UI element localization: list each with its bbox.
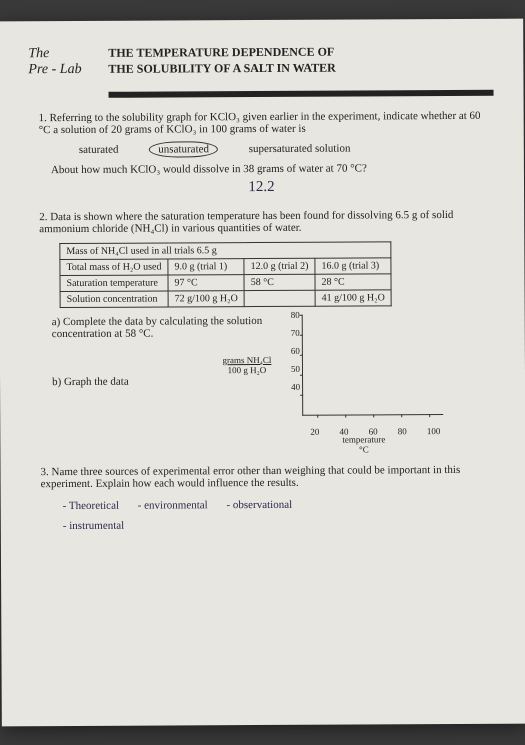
q1-text: Referring to the solubility graph for KC… bbox=[39, 110, 481, 136]
ytick-80: 80 bbox=[284, 310, 300, 328]
q3-text: Name three sources of experimental error… bbox=[41, 464, 461, 490]
cell-r1c1: Mass of NH₄Cl used in all trials 6.5 g bbox=[60, 242, 391, 260]
q2a-text: Complete the data by calculating the sol… bbox=[52, 315, 262, 340]
q3-num: 3. bbox=[40, 466, 48, 478]
q2a-label: a) bbox=[52, 316, 61, 328]
opt-saturated: saturated bbox=[79, 144, 119, 156]
title-block: THE TEMPERATURE DEPENDENCE OF THE SOLUBI… bbox=[108, 44, 493, 77]
xtick-80: 80 bbox=[398, 426, 407, 436]
title-line2: THE SOLUBILITY OF A SALT IN WATER bbox=[108, 59, 493, 77]
q2-num: 2. bbox=[39, 211, 47, 223]
q2b-text: Graph the data bbox=[64, 376, 129, 388]
ytick-70: 70 bbox=[284, 328, 300, 346]
cell-r3c1: Saturation temperature bbox=[60, 275, 168, 292]
cell-r4c3 bbox=[244, 290, 315, 306]
cell-r4c4: 41 g/100 g H₂O bbox=[315, 290, 391, 306]
q2b-label: b) bbox=[52, 376, 61, 388]
opt-unsaturated: unsaturated bbox=[149, 141, 218, 157]
question-3: 3. Name three sources of experimental er… bbox=[40, 464, 495, 490]
q3-answers-line1: - Theoretical - environmental - observat… bbox=[55, 498, 496, 512]
q1-num: 1. bbox=[39, 112, 47, 124]
the-text: The bbox=[28, 46, 108, 62]
xtick-100: 100 bbox=[427, 426, 441, 436]
q2a-row: a) Complete the data by calculating the … bbox=[30, 314, 496, 426]
worksheet-page: The Pre - Lab THE TEMPERATURE DEPENDENCE… bbox=[0, 19, 525, 727]
header-bar bbox=[109, 90, 494, 98]
ytick-40: 40 bbox=[284, 382, 300, 400]
q2-text: Data is shown where the saturation tempe… bbox=[39, 209, 453, 235]
cell-r3c3: 58 °C bbox=[244, 274, 315, 290]
cell-r2c3: 12.0 g (trial 2) bbox=[244, 258, 315, 274]
q3-answers-line2: - instrumental bbox=[55, 518, 496, 532]
cell-r3c2: 97 °C bbox=[168, 275, 244, 291]
q1-followup: About how much KClO₃ would dissolve in 3… bbox=[51, 162, 494, 176]
ytick-50: 50 bbox=[284, 364, 300, 382]
q1-answer: 12.2 bbox=[29, 178, 494, 197]
cell-r2c4: 16.0 g (trial 3) bbox=[315, 258, 391, 274]
cell-r2c1: Total mass of H₂O used bbox=[60, 259, 168, 276]
chart-xlabel-1: temperature bbox=[342, 434, 385, 444]
question-2: 2. Data is shown where the saturation te… bbox=[39, 209, 494, 235]
question-1: 1. Referring to the solubility graph for… bbox=[39, 110, 494, 136]
q3-ans3: - observational bbox=[226, 499, 292, 511]
xtick-20: 20 bbox=[310, 427, 319, 437]
q3-ans4: - instrumental bbox=[63, 520, 124, 532]
prelab-block: The Pre - Lab bbox=[28, 46, 108, 78]
ytick-60: 60 bbox=[284, 346, 300, 364]
data-table: Mass of NH₄Cl used in all trials 6.5 g T… bbox=[59, 241, 392, 308]
q3-ans2: - environmental bbox=[138, 499, 208, 511]
chart: grams NH₄Cl 100 g H₂O 80 70 60 50 bbox=[302, 314, 443, 425]
chart-xlabel: temperature °C bbox=[342, 434, 385, 454]
chart-ylabel: grams NH₄Cl 100 g H₂O bbox=[212, 355, 282, 375]
q2a: a) Complete the data by calculating the … bbox=[52, 315, 272, 388]
chart-yticklabels: 80 70 60 50 40 bbox=[284, 315, 300, 400]
cell-r4c1: Solution concentration bbox=[60, 291, 168, 308]
cell-r4c2: 72 g/100 g H₂O bbox=[168, 291, 244, 307]
cell-r3c4: 28 °C bbox=[315, 274, 391, 290]
chart-ylabel-1: grams NH₄Cl bbox=[222, 355, 271, 365]
chart-xlabel-2: °C bbox=[359, 444, 369, 454]
cell-r2c2: 9.0 g (trial 1) bbox=[168, 259, 244, 275]
chart-axes bbox=[302, 314, 444, 416]
q1-options: saturated unsaturated supersaturated sol… bbox=[79, 142, 494, 156]
opt-supersaturated: supersaturated solution bbox=[249, 143, 351, 156]
q3-ans1: - Theoretical bbox=[63, 500, 119, 512]
header-bar-row bbox=[28, 74, 493, 98]
header: The Pre - Lab THE TEMPERATURE DEPENDENCE… bbox=[28, 44, 493, 78]
chart-ylabel-2: 100 g H₂O bbox=[228, 365, 267, 375]
